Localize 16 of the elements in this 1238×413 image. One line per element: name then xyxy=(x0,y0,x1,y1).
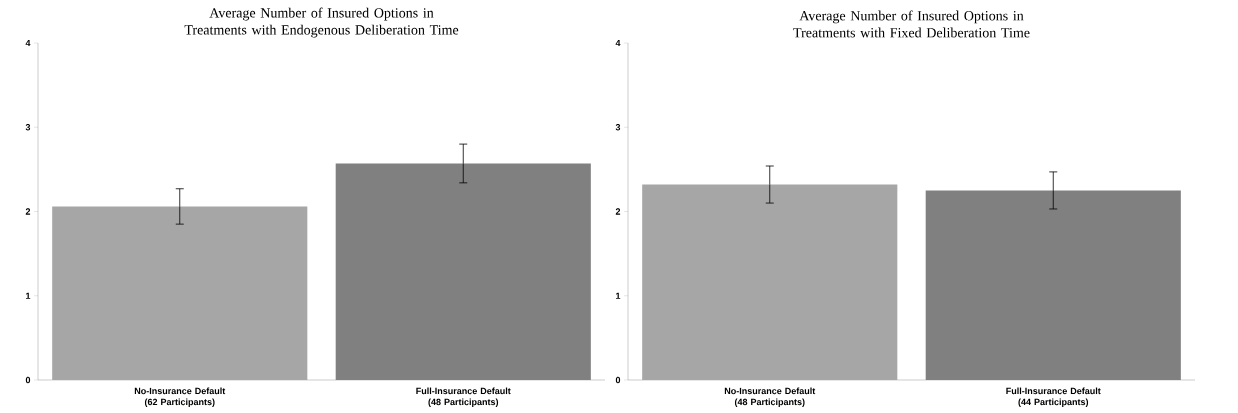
x-tick-label: No-Insurance Default (48 Participants) xyxy=(724,387,816,407)
y-tick-label: 1 xyxy=(616,292,621,299)
x-tick-label: Full-Insurance Default (44 Participants) xyxy=(1006,387,1101,407)
y-tick-label: 4 xyxy=(615,39,621,47)
y-tick-label: 1 xyxy=(26,292,31,299)
x-tick-label: No-Insurance Default (62 Participants) xyxy=(134,387,226,407)
y-tick-label: 2 xyxy=(25,208,31,215)
chart-title: Average Number of Insured Options in Treatments with Endogenous Deliberation Time xyxy=(184,7,459,38)
y-tick-label: 0 xyxy=(615,376,621,384)
x-tick-label: Full-Insurance Default (48 Participants) xyxy=(416,387,511,407)
chart-title: Average Number of Insured Options in Treatments with Fixed Deliberation Time xyxy=(793,10,1030,38)
y-tick-label: 2 xyxy=(615,208,621,215)
y-tick-label: 3 xyxy=(25,124,31,131)
y-tick-label: 4 xyxy=(25,39,31,47)
y-tick-label: 3 xyxy=(615,124,621,131)
y-tick-label: 0 xyxy=(25,376,31,384)
